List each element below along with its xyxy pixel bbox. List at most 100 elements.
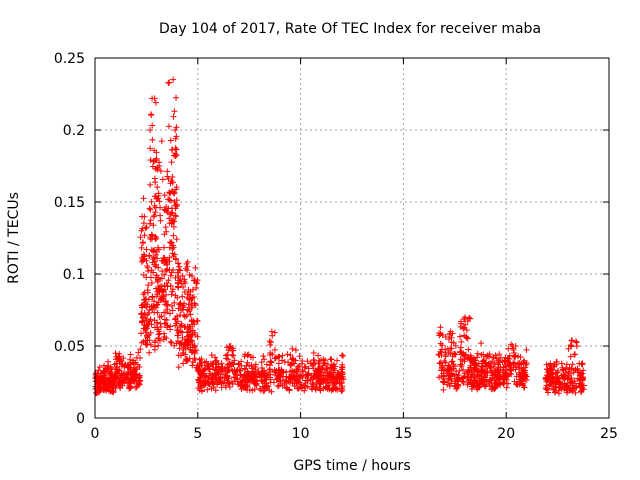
roti-point [119, 382, 126, 389]
roti-point [480, 358, 487, 365]
roti-point [133, 354, 140, 361]
roti-point [163, 291, 170, 298]
roti-point [151, 147, 158, 154]
roti-point [196, 361, 203, 368]
roti-point [553, 375, 560, 382]
roti-point [161, 259, 168, 266]
roti-point [187, 288, 194, 295]
roti-point [162, 320, 169, 327]
roti-point [444, 367, 451, 374]
roti-point [295, 385, 302, 392]
roti-point [517, 354, 524, 361]
roti-point [442, 359, 449, 366]
roti-point [195, 385, 202, 392]
roti-point [166, 310, 173, 317]
roti-point [325, 372, 332, 379]
roti-point [107, 364, 114, 371]
axis-ticks: 0 5 10 15 20 25 0 0.05 0.1 0.15 0.2 0.25 [54, 51, 618, 442]
roti-point [141, 325, 148, 332]
roti-point [167, 189, 174, 196]
roti-point [569, 361, 576, 368]
roti-point [218, 360, 225, 367]
roti-point [152, 99, 159, 106]
roti-point [460, 375, 467, 382]
roti-point [437, 340, 444, 347]
roti-point [138, 244, 145, 251]
roti-point [199, 370, 206, 377]
roti-point [140, 220, 147, 227]
roti-point [167, 197, 174, 204]
roti-point [158, 275, 165, 282]
roti-point [175, 338, 182, 345]
roti-point [192, 302, 199, 309]
roti-point [137, 346, 144, 353]
roti-point [442, 346, 449, 353]
roti-point [570, 369, 577, 376]
roti-point [263, 385, 270, 392]
roti-point [128, 371, 135, 378]
roti-point [340, 352, 347, 359]
roti-point [143, 303, 150, 310]
roti-point [163, 302, 170, 309]
roti-point [153, 235, 160, 242]
roti-point [247, 353, 254, 360]
roti-point [323, 365, 330, 372]
roti-point [478, 376, 485, 383]
roti-point [285, 359, 292, 366]
roti-point [324, 361, 331, 368]
chart-title: Day 104 of 2017, Rate Of TEC Index for r… [159, 21, 541, 37]
roti-point [155, 274, 162, 281]
roti-point [310, 349, 317, 356]
roti-point [170, 113, 177, 120]
roti-point [304, 377, 311, 384]
roti-point [147, 181, 154, 188]
roti-point [157, 204, 164, 211]
roti-point [479, 377, 486, 384]
roti-point [339, 369, 346, 376]
roti-point [266, 362, 273, 369]
roti-point [169, 288, 176, 295]
roti-point [101, 372, 108, 379]
roti-point [127, 365, 134, 372]
roti-point [547, 360, 554, 367]
roti-point [170, 253, 177, 260]
roti-point [150, 248, 157, 255]
roti-point [120, 355, 127, 362]
roti-point [168, 177, 175, 184]
roti-point [186, 339, 193, 346]
roti-point [147, 111, 154, 118]
roti-point [133, 383, 140, 390]
roti-point [212, 387, 219, 394]
roti-point [161, 286, 168, 293]
roti-point [164, 306, 171, 313]
roti-point [110, 387, 117, 394]
roti-point [512, 366, 519, 373]
roti-point [578, 389, 585, 396]
roti-point [190, 318, 197, 325]
roti-point [109, 388, 116, 395]
roti-point [116, 383, 123, 390]
roti-point [113, 374, 120, 381]
roti-point [228, 378, 235, 385]
roti-point [179, 350, 186, 357]
roti-peak-point [153, 155, 160, 162]
roti-point [567, 353, 574, 360]
roti-point [166, 220, 173, 227]
roti-peak-point [176, 263, 183, 270]
roti-point [136, 379, 143, 386]
roti-point [144, 287, 151, 294]
roti-point [456, 374, 463, 381]
roti-point [178, 280, 185, 287]
roti-point [469, 371, 476, 378]
roti-point [463, 333, 470, 340]
roti-point [439, 331, 446, 338]
roti-point [146, 205, 153, 212]
roti-point [449, 358, 456, 365]
roti-point [229, 351, 236, 358]
roti-point [172, 212, 179, 219]
roti-point [310, 361, 317, 368]
roti-point [462, 321, 469, 328]
roti-point [137, 234, 144, 241]
roti-point [448, 345, 455, 352]
roti-point [491, 360, 498, 367]
